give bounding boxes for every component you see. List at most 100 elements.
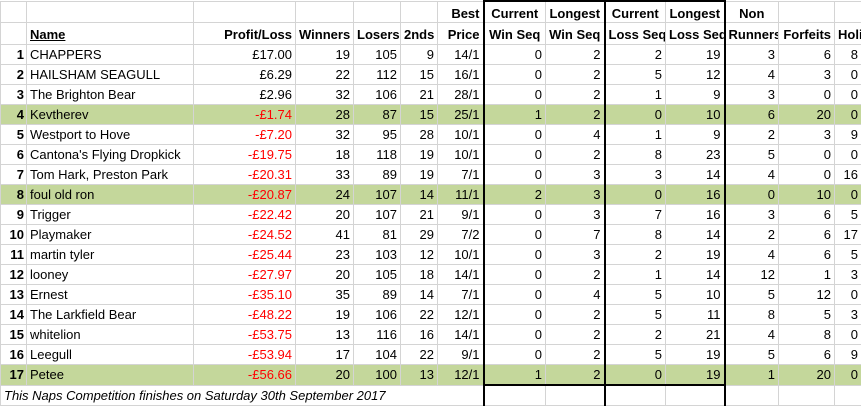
cell-rank[interactable]: 4 — [0, 104, 27, 125]
cell-best-price[interactable]: 11/1 — [437, 184, 484, 205]
cell-name[interactable]: The Brighton Bear — [26, 84, 194, 105]
cell-longest-loss-seq[interactable]: 14 — [665, 264, 726, 285]
cell-seconds[interactable]: 22 — [400, 344, 438, 365]
cell-current-win-seq[interactable]: 0 — [482, 244, 546, 265]
header-winners[interactable]: Winners — [295, 22, 354, 45]
cell-seconds[interactable]: 21 — [400, 204, 438, 225]
cell-current-loss-seq[interactable]: 5 — [604, 64, 666, 85]
cell-holiday[interactable]: 0 — [834, 284, 861, 305]
cell-best-price[interactable]: 9/1 — [437, 204, 484, 225]
cell-longest-win-seq[interactable]: 2 — [545, 44, 606, 65]
cell-non-runners[interactable]: 4 — [724, 244, 779, 265]
cell-non-runners[interactable]: 8 — [724, 304, 779, 325]
cell-current-loss-seq[interactable]: 1 — [604, 124, 666, 145]
cell-current-loss-seq[interactable]: 3 — [604, 164, 666, 185]
footer-cell-blank[interactable] — [724, 384, 779, 406]
cell-name[interactable]: Westport to Hove — [26, 124, 194, 145]
cell-current-win-seq[interactable]: 0 — [482, 264, 546, 285]
cell-name[interactable]: Playmaker — [26, 224, 194, 245]
cell-rank[interactable]: 10 — [0, 224, 27, 245]
header-cell-blank[interactable] — [0, 0, 27, 23]
cell-longest-win-seq[interactable]: 3 — [545, 164, 606, 185]
cell-non-runners[interactable]: 5 — [724, 144, 779, 165]
cell-best-price[interactable]: 14/1 — [437, 324, 484, 345]
cell-rank[interactable]: 2 — [0, 64, 27, 85]
cell-holiday[interactable]: 0 — [834, 324, 861, 345]
cell-current-loss-seq[interactable]: 1 — [604, 264, 666, 285]
cell-holiday[interactable]: 8 — [834, 44, 861, 65]
cell-forfeits[interactable]: 6 — [778, 204, 835, 225]
cell-current-win-seq[interactable]: 0 — [482, 144, 546, 165]
cell-holiday[interactable]: 5 — [834, 204, 861, 225]
cell-rank[interactable]: 17 — [0, 364, 27, 386]
cell-best-price[interactable]: 7/1 — [437, 284, 484, 305]
cell-holiday[interactable]: 0 — [834, 144, 861, 165]
cell-non-runners[interactable]: 0 — [724, 184, 779, 205]
cell-seconds[interactable]: 13 — [400, 364, 438, 386]
cell-losers[interactable]: 103 — [353, 244, 401, 265]
cell-holiday[interactable]: 9 — [834, 124, 861, 145]
cell-seconds[interactable]: 12 — [400, 244, 438, 265]
cell-longest-win-seq[interactable]: 2 — [545, 304, 606, 325]
footer-cell-blank[interactable] — [482, 384, 546, 406]
cell-non-runners[interactable]: 5 — [724, 344, 779, 365]
cell-winners[interactable]: 32 — [295, 84, 354, 105]
cell-current-loss-seq[interactable]: 1 — [604, 84, 666, 105]
cell-forfeits[interactable]: 10 — [778, 184, 835, 205]
cell-losers[interactable]: 105 — [353, 264, 401, 285]
cell-profit-loss[interactable]: -£19.75 — [193, 144, 296, 165]
cell-winners[interactable]: 35 — [295, 284, 354, 305]
cell-non-runners[interactable]: 6 — [724, 104, 779, 125]
cell-seconds[interactable]: 16 — [400, 324, 438, 345]
header-cell-blank[interactable] — [193, 0, 296, 23]
cell-current-loss-seq[interactable]: 0 — [604, 104, 666, 125]
cell-winners[interactable]: 22 — [295, 64, 354, 85]
cell-best-price[interactable]: 10/1 — [437, 244, 484, 265]
cell-current-loss-seq[interactable]: 5 — [604, 284, 666, 305]
header-cell-blank[interactable] — [353, 0, 401, 23]
header-best-price-line2[interactable]: Price — [437, 22, 484, 45]
cell-best-price[interactable]: 25/1 — [437, 104, 484, 125]
header-longest-loss-seq-line2[interactable]: Loss Seq — [665, 22, 726, 45]
cell-current-loss-seq[interactable]: 2 — [604, 44, 666, 65]
cell-longest-loss-seq[interactable]: 11 — [665, 304, 726, 325]
cell-best-price[interactable]: 12/1 — [437, 364, 484, 386]
header-longest-win-seq-line1[interactable]: Longest — [545, 0, 606, 23]
cell-current-win-seq[interactable]: 0 — [482, 324, 546, 345]
cell-current-win-seq[interactable]: 1 — [482, 104, 546, 125]
cell-longest-win-seq[interactable]: 2 — [545, 264, 606, 285]
header-longest-win-seq-line2[interactable]: Win Seq — [545, 22, 606, 45]
cell-profit-loss[interactable]: £2.96 — [193, 84, 296, 105]
cell-current-loss-seq[interactable]: 8 — [604, 224, 666, 245]
cell-profit-loss[interactable]: -£56.66 — [193, 364, 296, 386]
cell-winners[interactable]: 20 — [295, 204, 354, 225]
header-profit-loss[interactable]: Profit/Loss — [193, 22, 296, 45]
cell-best-price[interactable]: 16/1 — [437, 64, 484, 85]
cell-non-runners[interactable]: 1 — [724, 364, 779, 386]
cell-name[interactable]: HAILSHAM SEAGULL — [26, 64, 194, 85]
cell-name[interactable]: Ernest — [26, 284, 194, 305]
cell-current-loss-seq[interactable]: 0 — [604, 184, 666, 205]
cell-non-runners[interactable]: 4 — [724, 164, 779, 185]
cell-longest-win-seq[interactable]: 3 — [545, 204, 606, 225]
cell-current-win-seq[interactable]: 0 — [482, 44, 546, 65]
cell-profit-loss[interactable]: -£53.94 — [193, 344, 296, 365]
cell-longest-loss-seq[interactable]: 10 — [665, 104, 726, 125]
cell-holiday[interactable]: 17 — [834, 224, 861, 245]
cell-longest-loss-seq[interactable]: 14 — [665, 164, 726, 185]
cell-seconds[interactable]: 19 — [400, 164, 438, 185]
cell-longest-loss-seq[interactable]: 9 — [665, 84, 726, 105]
cell-losers[interactable]: 89 — [353, 284, 401, 305]
cell-longest-loss-seq[interactable]: 14 — [665, 224, 726, 245]
header-cell-blank[interactable] — [778, 0, 835, 23]
cell-non-runners[interactable]: 3 — [724, 84, 779, 105]
cell-seconds[interactable]: 21 — [400, 84, 438, 105]
header-cell-blank[interactable] — [26, 0, 194, 23]
cell-rank[interactable]: 16 — [0, 344, 27, 365]
cell-profit-loss[interactable]: -£48.22 — [193, 304, 296, 325]
cell-non-runners[interactable]: 3 — [724, 204, 779, 225]
cell-longest-loss-seq[interactable]: 10 — [665, 284, 726, 305]
cell-forfeits[interactable]: 20 — [778, 364, 835, 386]
cell-longest-loss-seq[interactable]: 19 — [665, 344, 726, 365]
cell-losers[interactable]: 89 — [353, 164, 401, 185]
